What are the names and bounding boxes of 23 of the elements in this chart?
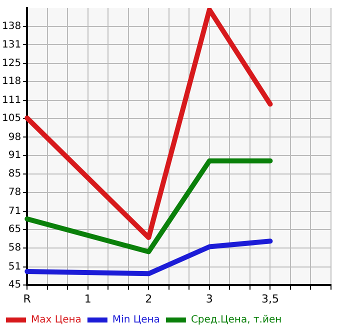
legend-label: Сред.Цена, т.йен (190, 314, 282, 326)
y-tick-label: 45 (8, 279, 22, 290)
x-tick-label: 3 (206, 292, 213, 306)
y-tick-label: 51 (8, 262, 22, 273)
y-tick-label: 125 (2, 58, 22, 69)
x-tick-label: 1 (84, 292, 92, 306)
x-tick-label: R (23, 292, 32, 306)
y-tick-label: 118 (2, 76, 22, 88)
x-tick-label: 2 (145, 292, 152, 306)
y-tick-label: 85 (8, 168, 22, 180)
y-tick-label: 71 (8, 206, 22, 218)
y-tick-label: 131 (2, 39, 22, 50)
y-tick-label: 105 (2, 113, 22, 124)
y-tick-label: 98 (8, 132, 22, 143)
y-tick-label: 91 (8, 150, 22, 162)
y-tick-label: 138 (2, 20, 22, 32)
legend-label: Min Цена (112, 314, 160, 326)
y-tick-label: 111 (2, 94, 22, 106)
y-tick-label: 65 (8, 224, 22, 236)
y-tick-label: 58 (8, 242, 22, 254)
x-tick-label: 3,5 (261, 292, 279, 306)
y-tick-label: 78 (8, 187, 22, 198)
legend-label: Max Цена (31, 314, 82, 326)
